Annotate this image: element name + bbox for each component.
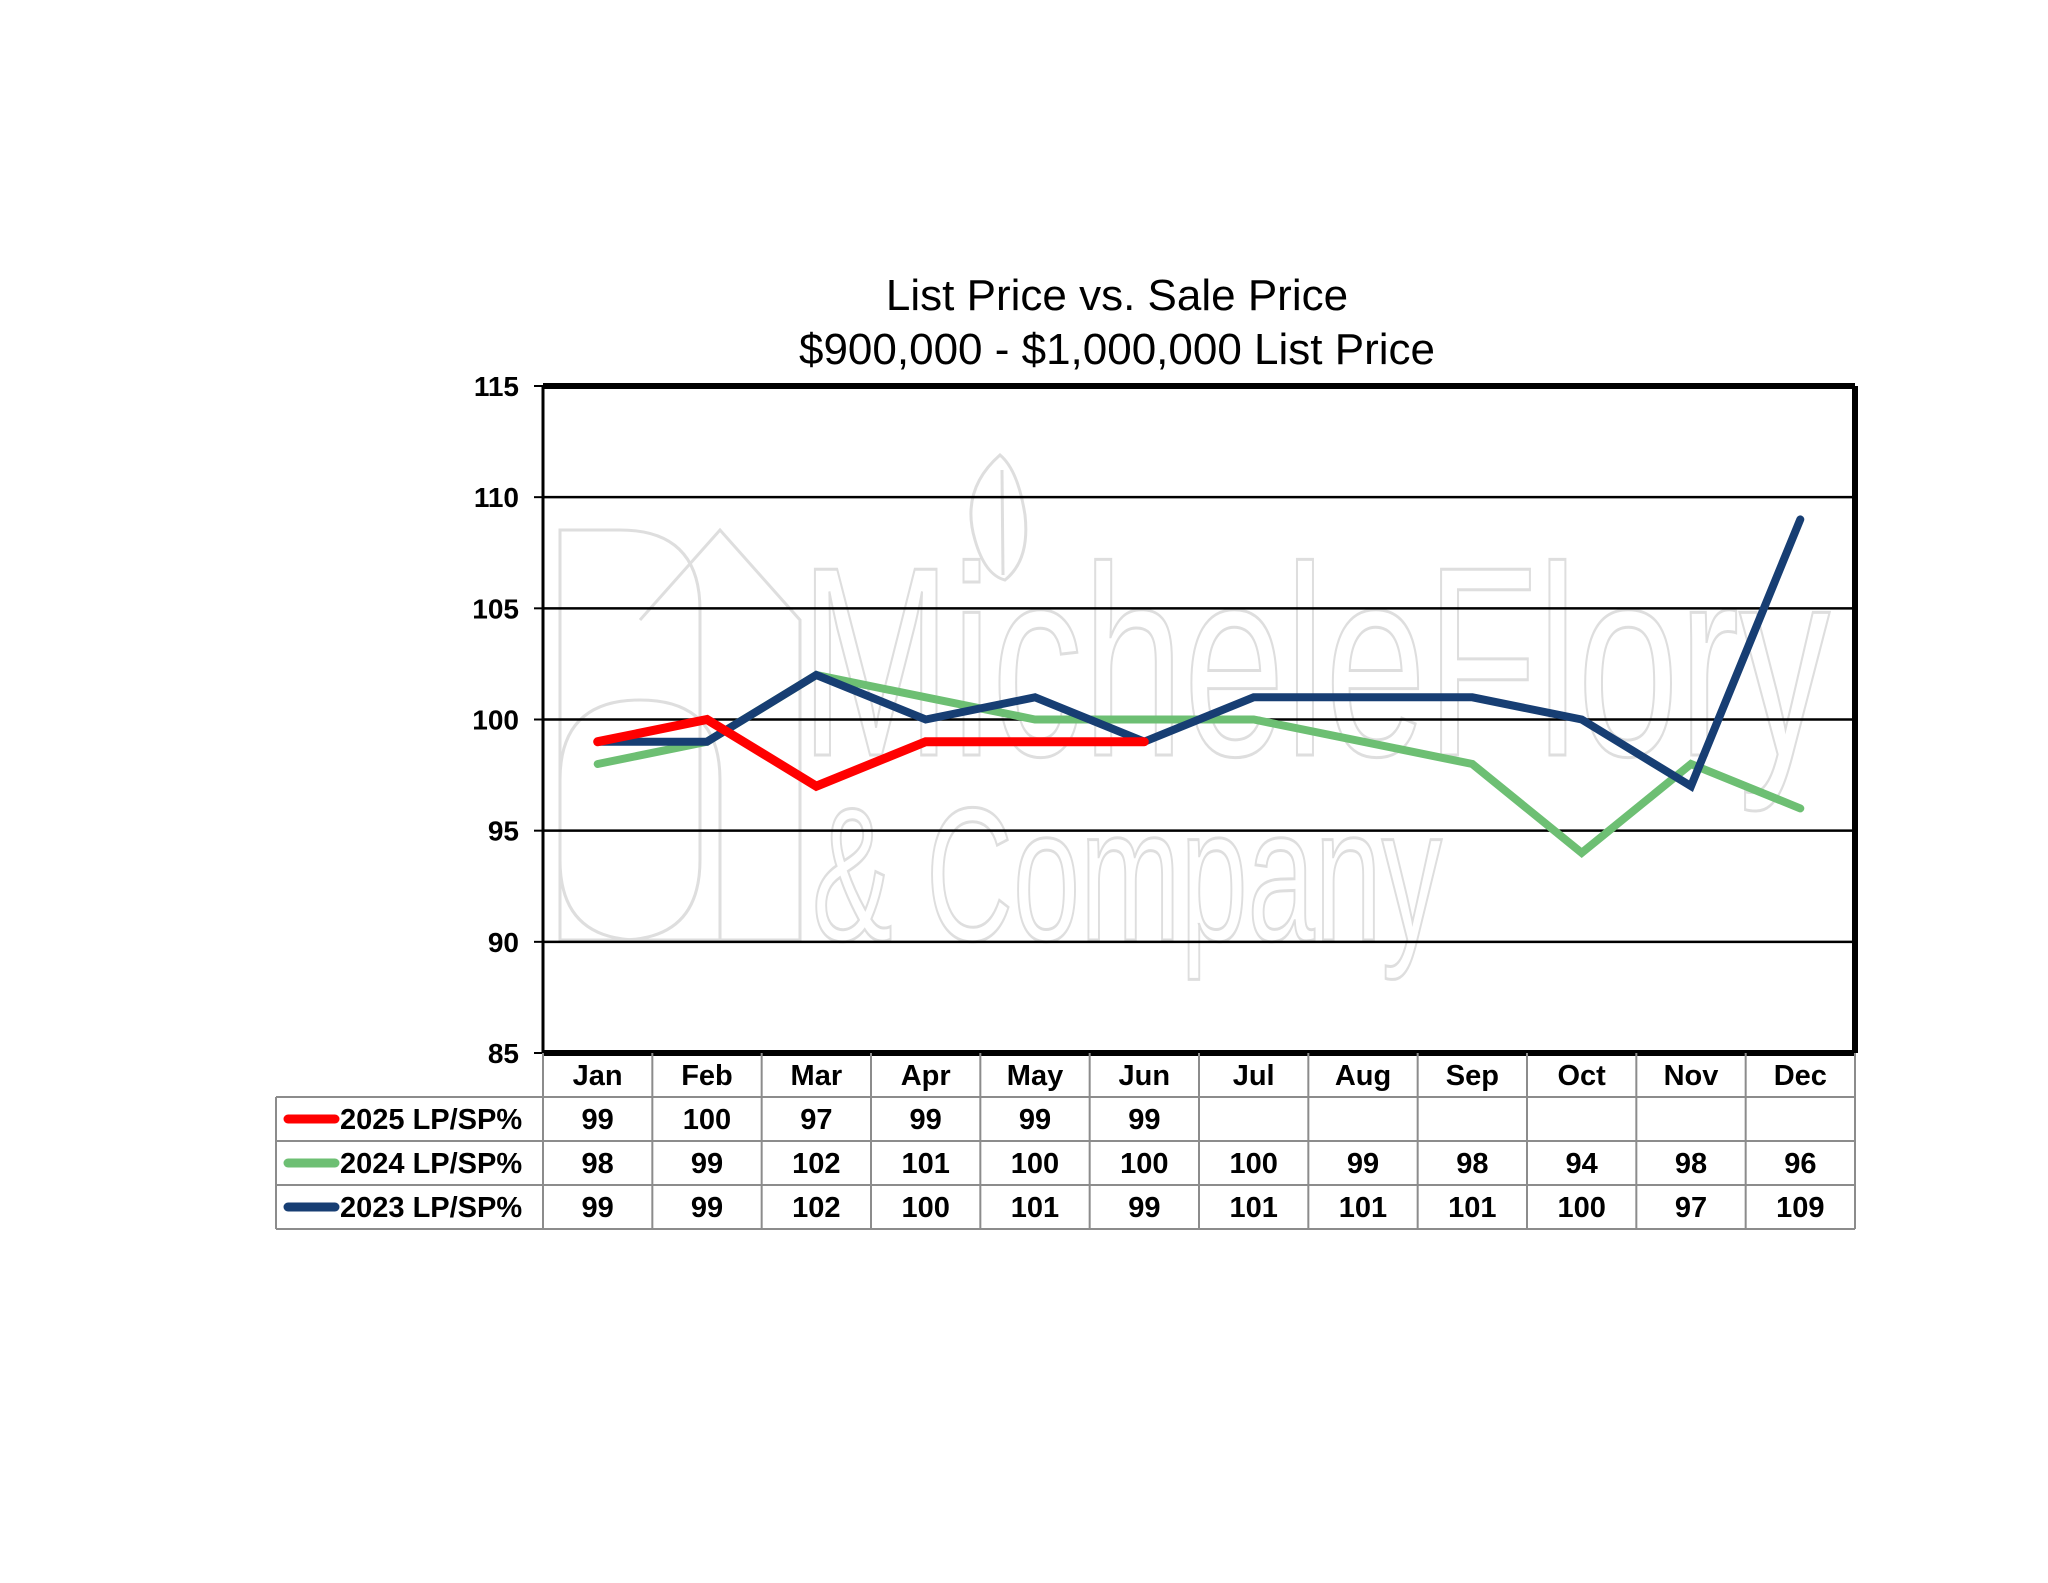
x-category-label-Jul: Jul	[1233, 1060, 1275, 1092]
legend-label-2025: 2025 LP/SP%	[340, 1104, 522, 1136]
data-label: 99	[691, 1148, 723, 1180]
data-label: 109	[1776, 1192, 1824, 1224]
watermark-line2: & Company	[812, 769, 1442, 981]
data-label: 99	[582, 1104, 614, 1136]
data-label: 100	[901, 1192, 949, 1224]
chart-subtitle: $900,000 - $1,000,000 List Price	[799, 325, 1435, 374]
chart-title: List Price vs. Sale Price	[886, 271, 1348, 320]
x-category-label-Mar: Mar	[791, 1060, 843, 1092]
data-label: 99	[910, 1104, 942, 1136]
data-label: 101	[901, 1148, 949, 1180]
x-category-label-Aug: Aug	[1335, 1060, 1391, 1092]
data-label: 99	[1128, 1104, 1160, 1136]
x-category-label-Jun: Jun	[1119, 1060, 1171, 1092]
series-line-2023	[593, 515, 1805, 793]
x-category-label-Nov: Nov	[1664, 1060, 1719, 1092]
x-category-label-Oct: Oct	[1557, 1060, 1606, 1092]
data-label: 100	[1011, 1148, 1059, 1180]
data-label: 97	[1675, 1192, 1707, 1224]
data-label: 101	[1011, 1192, 1059, 1224]
x-category-label-Dec: Dec	[1774, 1060, 1827, 1092]
x-category-label-Apr: Apr	[901, 1060, 951, 1092]
data-label: 100	[1557, 1192, 1605, 1224]
data-label: 99	[1128, 1192, 1160, 1224]
data-label: 100	[683, 1104, 731, 1136]
leaf-icon	[969, 453, 1028, 582]
data-label: 100	[1120, 1148, 1168, 1180]
x-category-label-Jan: Jan	[573, 1060, 623, 1092]
data-label: 102	[792, 1192, 840, 1224]
x-category-label-Sep: Sep	[1446, 1060, 1499, 1092]
x-category-label-Feb: Feb	[681, 1060, 733, 1092]
ytick-label-85: 85	[488, 1038, 519, 1069]
ytick-label-110: 110	[474, 482, 519, 513]
data-label: 98	[582, 1148, 614, 1180]
data-label: 97	[800, 1104, 832, 1136]
data-label: 101	[1448, 1192, 1496, 1224]
series-line-2025	[593, 714, 1149, 792]
house-icon	[558, 527, 802, 942]
legend-label-2024: 2024 LP/SP%	[340, 1148, 522, 1180]
legend-label-2023: 2023 LP/SP%	[340, 1192, 522, 1224]
data-label: 99	[691, 1192, 723, 1224]
x-category-label-May: May	[1007, 1060, 1063, 1092]
ytick-label-115: 115	[474, 371, 519, 402]
data-label: 100	[1229, 1148, 1277, 1180]
data-label: 98	[1456, 1148, 1488, 1180]
data-table: Jan Feb Mar Apr May Jun Jul Aug Sep Oct Nov Dec 2025…	[275, 1053, 1856, 1230]
data-label: 102	[792, 1148, 840, 1180]
data-label: 98	[1675, 1148, 1707, 1180]
data-label: 96	[1784, 1148, 1816, 1180]
series-lines	[593, 515, 1805, 859]
data-label: 94	[1566, 1148, 1598, 1180]
ytick-label-90: 90	[488, 927, 519, 958]
data-label: 101	[1339, 1192, 1387, 1224]
ytick-label-95: 95	[488, 816, 519, 847]
data-label: 99	[582, 1192, 614, 1224]
ytick-label-105: 105	[472, 593, 519, 624]
data-label: 99	[1347, 1148, 1379, 1180]
data-label: 99	[1019, 1104, 1051, 1136]
ytick-label-100: 100	[472, 705, 519, 736]
data-label: 101	[1229, 1192, 1277, 1224]
watermark-logo: MicheleFlory & Company	[558, 453, 1832, 983]
y-axis-ticks: 85 90 95 100 105 110 115	[472, 371, 543, 1069]
